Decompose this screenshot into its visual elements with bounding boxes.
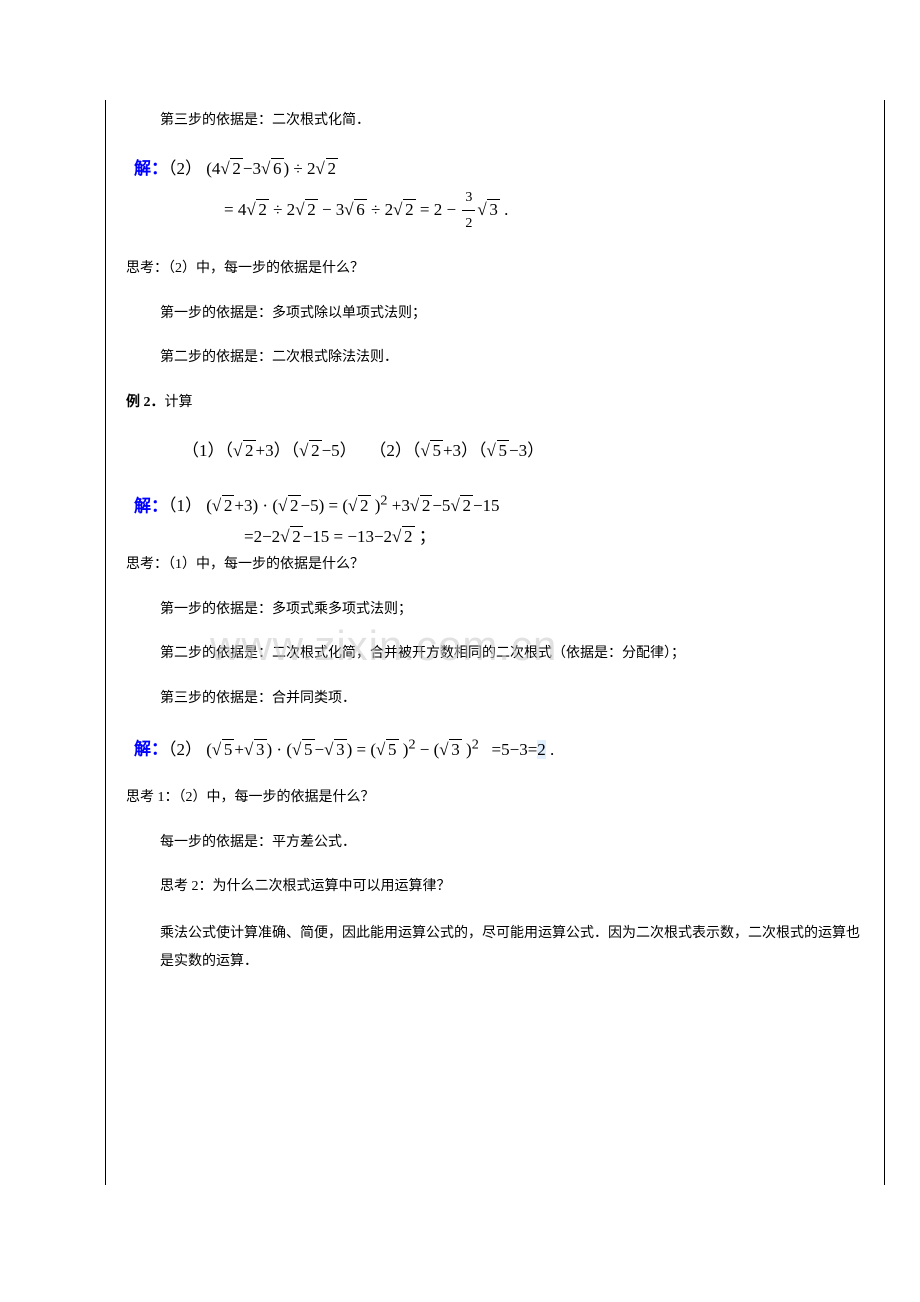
page-content: 第三步的依据是：二次根式化简． 解：（2） (42−36) ÷ 22 = 42 … [105,100,885,1185]
sol2-label: （2） (42−36) ÷ 22 [168,159,338,178]
solution-label: 解： [134,159,168,178]
example-2-heading: 例 2．计算 [126,392,864,414]
example-2-prefix: 例 2． [126,395,165,410]
think-q1: 思考：（1）中，每一步的依据是什么？ [126,554,864,576]
solution-2b-block: 解：（2） (5+3) · (5−3) = (5 )2 − (3 )2 =5−3… [126,732,864,765]
sol1-line1: （1） (2+3) · (2−5) = (2 )2 +32−52−15 [168,496,500,515]
example-2-items: （1）（2+3）（2−5） （2）（5+3）（5−3） [126,436,864,467]
sol2b-line: （2） (5+3) · (5−3) = (5 )2 − (3 )2 =5−3=2… [168,740,554,759]
think-1-q: 思考 1：（2）中，每一步的依据是什么？ [126,787,864,809]
step2-basis-b: 第二步的依据是：二次根式化简，合并被开方数相同的二次根式（依据是：分配律）； [126,643,864,665]
sol2-line2: = 42 ÷ 22 − 36 ÷ 22 = 2 − 323 . [134,200,508,219]
think-q2: 思考：（2）中，每一步的依据是什么？ [126,258,864,280]
think-2-q: 思考 2：为什么二次根式运算中可以用运算律？ [126,876,864,898]
solution-label-3: 解： [134,740,168,759]
example-2-text: 计算 [165,395,193,410]
sol1-line2: =2−22−15 = −13−22 ； [134,527,436,546]
think-2-a: 乘法公式使计算准确、简便，因此能用运算公式的，尽可能用运算公式．因为二次根式表示… [126,920,864,976]
step2-basis-a: 第二步的依据是：二次根式除法法则． [126,347,864,369]
step3-basis-b: 第三步的依据是：合并同类项． [126,688,864,710]
step1-basis-b: 第一步的依据是：多项式乘多项式法则； [126,599,864,621]
solution-1-block: 解：（1） (2+3) · (2−5) = (2 )2 +32−52−15 =2… [126,489,864,553]
solution-2-block: 解：（2） (42−36) ÷ 22 = 42 ÷ 22 − 36 ÷ 22 =… [126,154,864,236]
step1-basis-a: 第一步的依据是：多项式除以单项式法则； [126,303,864,325]
step3-basis: 第三步的依据是：二次根式化简． [126,110,864,132]
think-1-a: 每一步的依据是：平方差公式． [126,832,864,854]
solution-label-2: 解： [134,496,168,515]
